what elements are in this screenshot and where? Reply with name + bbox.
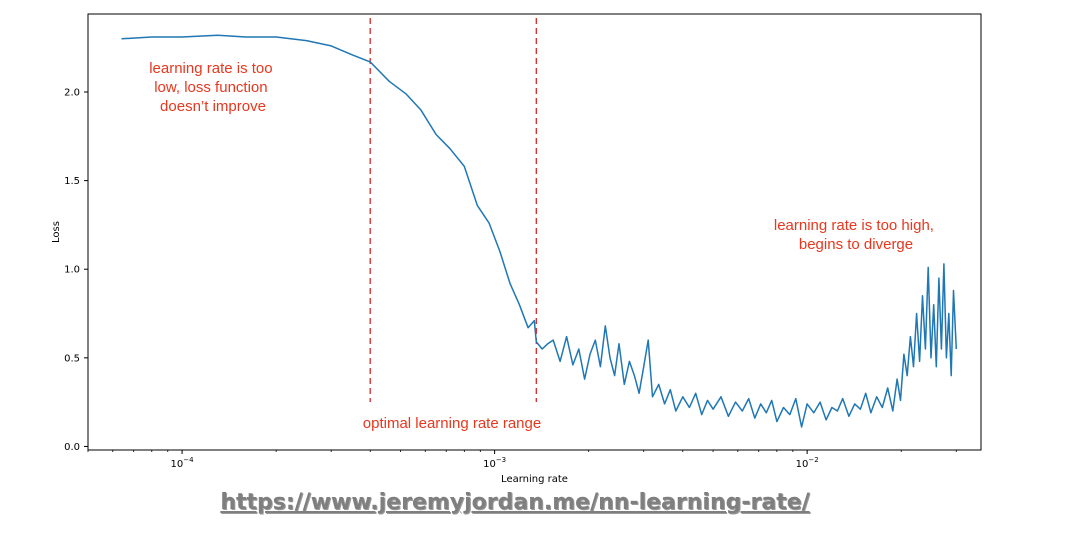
plot-frame: [87, 13, 982, 451]
y-tick-label: 0.0: [64, 442, 80, 453]
x-tick-label: 10−2: [796, 456, 819, 470]
x-tick-label: 10−4: [171, 456, 195, 470]
y-tick-label: 2.0: [64, 87, 80, 98]
y-tick-label: 1.5: [64, 176, 80, 187]
plot-area: [88, 14, 981, 450]
x-axis-label: Learning rate: [501, 474, 568, 485]
annotation-too-high: learning rate is too high, begins to div…: [774, 217, 938, 253]
source-url-link[interactable]: https://www.jeremyjordan.me/nn-learning-…: [220, 490, 810, 515]
annotation-optimal-range: optimal learning rate range: [363, 415, 541, 432]
learning-rate-loss-chart: 0.0 0.5 1.0 1.5 2.0 10−4 10−3 10−2 Learning ra…: [51, 13, 982, 485]
y-axis-label: Loss: [51, 221, 62, 243]
x-tick-label: 10−3: [483, 456, 506, 470]
y-tick-label: 0.5: [64, 353, 80, 364]
y-tick-label: 1.0: [64, 265, 80, 276]
annotation-too-low: learning rate is too low, loss function …: [149, 60, 277, 115]
loss-curve-line: [121, 34, 958, 428]
